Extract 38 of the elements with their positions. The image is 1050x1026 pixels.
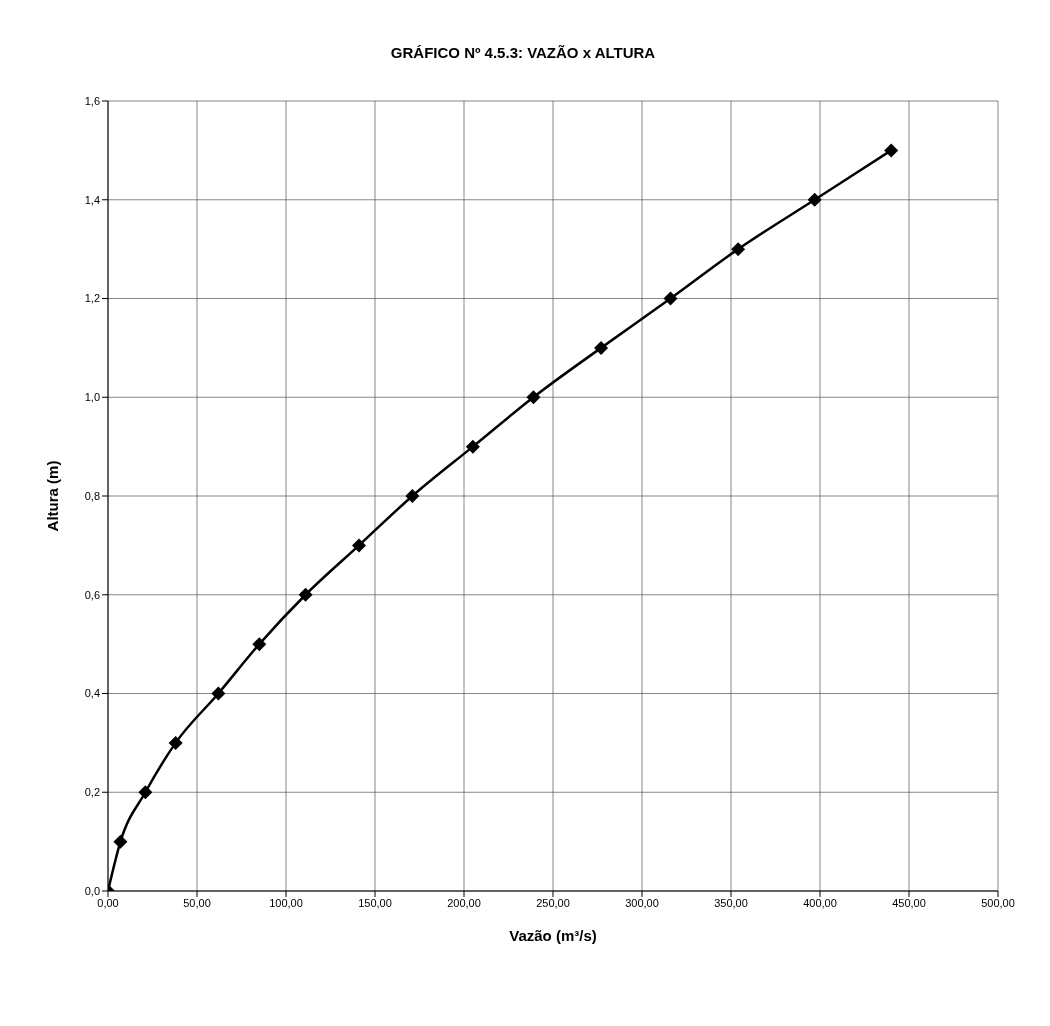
x-tick-label: 500,00 xyxy=(981,896,1015,909)
point xyxy=(594,340,609,355)
x-tick-label: 150,00 xyxy=(358,896,392,909)
point xyxy=(252,637,267,652)
y-tick-label: 1,4 xyxy=(84,193,100,206)
x-tick-label: 450,00 xyxy=(892,896,926,909)
point xyxy=(465,439,480,454)
y-tick-label: 1,2 xyxy=(84,292,100,305)
x-tick-label: 350,00 xyxy=(714,896,748,909)
y-tick-label: 1,6 xyxy=(84,94,100,107)
point xyxy=(113,834,128,849)
x-tick-label: 200,00 xyxy=(447,896,481,909)
point xyxy=(138,785,153,800)
x-tick-label: 400,00 xyxy=(803,896,837,909)
y-tick-label: 0,2 xyxy=(84,786,100,799)
point xyxy=(405,489,420,503)
y-tick-label: 0,4 xyxy=(84,687,100,700)
x-tick-label: 300,00 xyxy=(625,896,659,909)
point xyxy=(211,686,226,701)
point xyxy=(351,538,366,553)
x-tick-label: 50,00 xyxy=(183,896,211,909)
x-axis-title: Vazão (m³/s) xyxy=(509,927,597,944)
point xyxy=(884,143,899,158)
y-tick-label: 1,0 xyxy=(84,391,100,404)
point xyxy=(298,587,313,602)
point xyxy=(663,291,678,306)
point xyxy=(168,735,183,750)
x-tick-label: 100,00 xyxy=(269,896,303,909)
y-tick-label: 0,6 xyxy=(84,588,100,601)
y-axis-title: Altura (m) xyxy=(44,460,62,532)
y-tick-label: 0,8 xyxy=(84,489,100,502)
x-tick-label: 250,00 xyxy=(536,896,570,909)
x-tick-label: 0,00 xyxy=(97,896,119,909)
point xyxy=(526,390,541,405)
point xyxy=(807,192,822,207)
y-tick-label: 0,0 xyxy=(84,884,100,897)
chart-title: GRÁFICO Nº 4.5.3: VAZÃO x ALTURA xyxy=(389,43,657,63)
point xyxy=(731,242,746,257)
